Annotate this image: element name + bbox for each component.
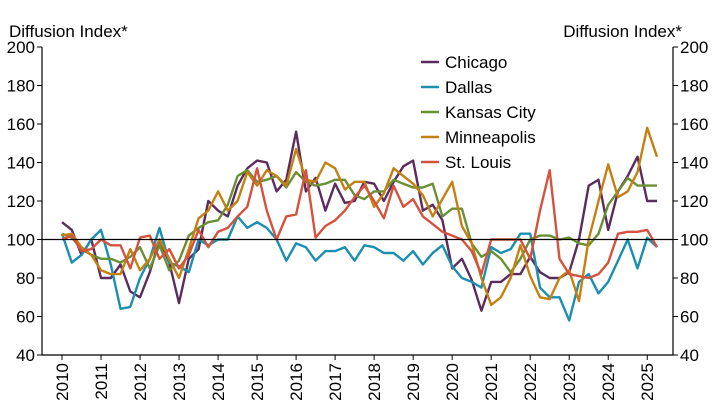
ticks-layer: 40 40 60 60 80 80 100 100 120 120 140 140 160 160 180 1… <box>7 38 709 401</box>
x-tick-label: 2019 <box>404 363 423 401</box>
y-tick-label-right: 140 <box>680 154 708 173</box>
x-tick-label: 2015 <box>248 363 267 401</box>
y-tick-label-left: 40 <box>16 346 35 365</box>
y-tick-label-right: 180 <box>680 77 708 96</box>
series-line-chicago <box>61 130 657 312</box>
x-tick-label: 2013 <box>170 363 189 401</box>
y-tick-label-right: 80 <box>680 269 699 288</box>
y-tick-label-right: 160 <box>680 115 708 134</box>
x-tick-label: 2020 <box>443 363 462 401</box>
y-tick-label-left: 200 <box>7 38 35 57</box>
x-tick-label: 2024 <box>599 363 618 401</box>
legend-label-minneapolis: Minneapolis <box>445 128 536 147</box>
x-tick-label: 2016 <box>287 363 306 401</box>
series-line-dallas <box>60 215 658 322</box>
y-tick-label-left: 100 <box>7 231 35 250</box>
y-tick-label-right: 40 <box>680 346 699 365</box>
y-tick-label-left: 140 <box>7 154 35 173</box>
x-tick-label: 2014 <box>209 363 228 401</box>
x-tick-label: 2023 <box>560 363 579 401</box>
y-tick-label-left: 160 <box>7 115 35 134</box>
series-line-minneapolis <box>61 126 659 307</box>
y-tick-label-right: 120 <box>680 192 708 211</box>
series-layer <box>60 126 659 322</box>
y-tick-label-right: 200 <box>680 38 708 57</box>
y-tick-label-left: 180 <box>7 77 35 96</box>
y-tick-label-left: 80 <box>16 269 35 288</box>
legend-label-dallas: Dallas <box>445 78 492 97</box>
x-tick-label: 2021 <box>482 363 501 401</box>
x-tick-label: 2025 <box>638 363 657 401</box>
y-axis-title-left: Diffusion Index* <box>9 22 128 41</box>
x-tick-label: 2011 <box>92 363 111 400</box>
y-tick-label-left: 120 <box>7 192 35 211</box>
x-tick-label: 2017 <box>326 363 345 401</box>
y-tick-label-right: 60 <box>680 308 699 327</box>
legend-label-st-louis: St. Louis <box>445 153 511 172</box>
y-tick-label-right: 100 <box>680 231 708 250</box>
x-tick-label: 2012 <box>131 363 150 401</box>
legend-label-chicago: Chicago <box>445 53 507 72</box>
y-axis-title-right: Diffusion Index* <box>563 22 682 41</box>
x-tick-label: 2010 <box>53 363 72 401</box>
series-line-st-louis <box>61 167 659 280</box>
y-tick-label-left: 60 <box>16 308 35 327</box>
legend: Chicago Dallas Kansas City Minneapolis St. L… <box>421 53 536 172</box>
x-tick-label: 2018 <box>365 363 384 401</box>
x-tick-label: 2022 <box>521 363 540 401</box>
legend-label-kansas-city: Kansas City <box>445 103 536 122</box>
